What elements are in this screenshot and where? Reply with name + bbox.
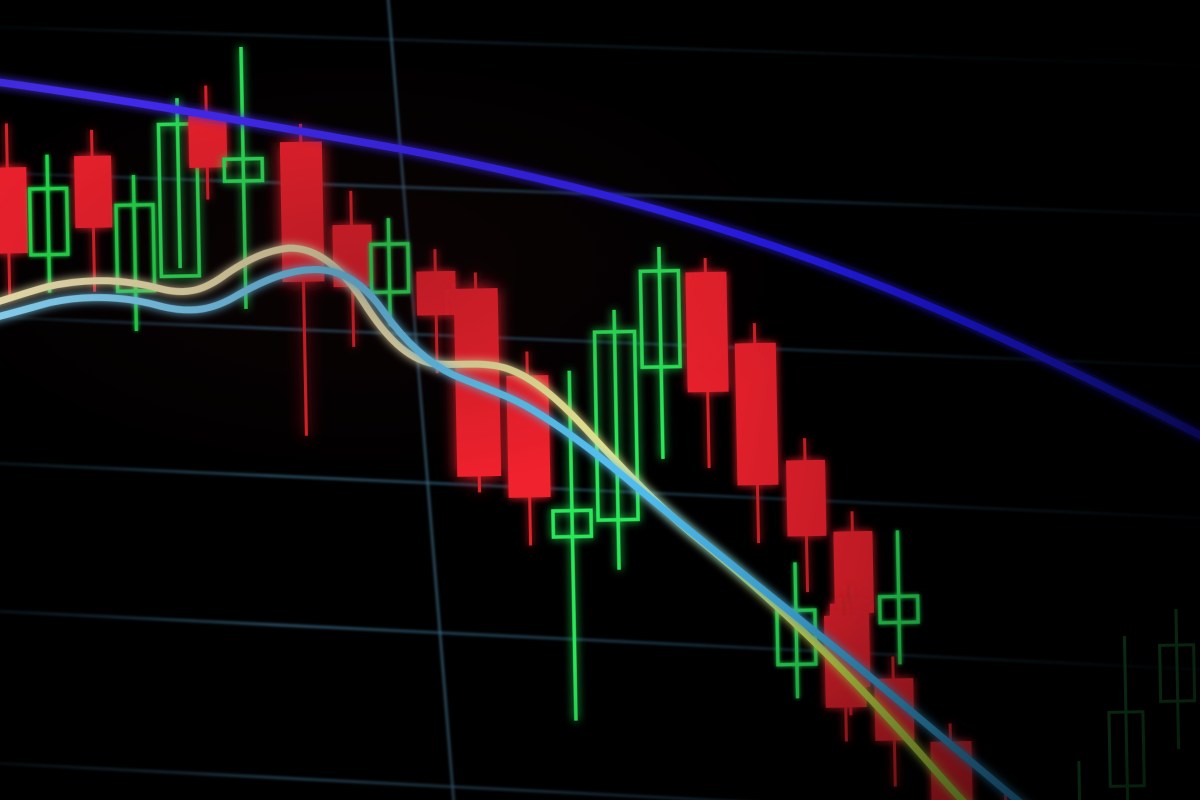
ma-slow-label: MA slow (blue)	[0, 0, 7, 1]
